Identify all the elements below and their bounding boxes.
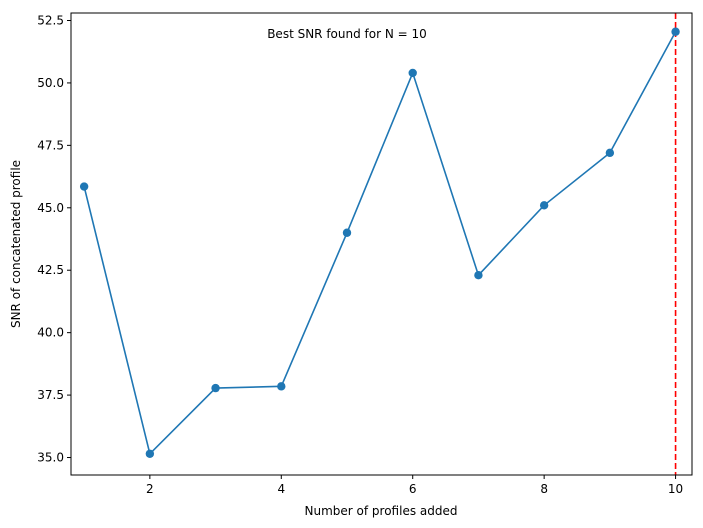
data-point bbox=[211, 383, 220, 393]
annotation-layer: Best SNR found for N = 10 bbox=[267, 27, 427, 41]
data-point bbox=[671, 27, 680, 36]
y-tick-label: 42.5 bbox=[37, 263, 64, 277]
data-point bbox=[342, 228, 352, 237]
best-snr-annotation: Best SNR found for N = 10 bbox=[267, 27, 427, 41]
x-tick-label: 10 bbox=[668, 482, 683, 496]
x-tick-label: 6 bbox=[409, 482, 417, 496]
x-axis-label: Number of profiles added bbox=[305, 504, 458, 518]
y-tick-label: 37.5 bbox=[37, 388, 64, 402]
data-point bbox=[474, 271, 483, 280]
y-tick-label: 40.0 bbox=[37, 326, 64, 340]
x-tick-label: 4 bbox=[277, 482, 285, 496]
y-axis-label: SNR of concatenated profile bbox=[9, 160, 23, 328]
plot-frame bbox=[70, 12, 693, 476]
data-point bbox=[277, 382, 286, 391]
series-layer bbox=[79, 27, 680, 458]
y-tick-label: 50.0 bbox=[37, 76, 64, 90]
x-tick-label: 8 bbox=[540, 482, 548, 496]
data-point bbox=[408, 68, 417, 78]
data-point bbox=[79, 182, 89, 191]
data-point bbox=[605, 148, 615, 158]
y-tick-label: 47.5 bbox=[37, 138, 64, 152]
x-axis: 2 4 6 8 10 bbox=[146, 475, 683, 496]
data-point bbox=[539, 201, 549, 210]
y-tick-label: 45.0 bbox=[37, 201, 64, 215]
y-axis: 35.0 37.5 40.0 42.5 45.0 47.5 50.0 52.5 bbox=[37, 13, 71, 465]
data-point bbox=[145, 449, 155, 458]
series-line bbox=[83, 31, 677, 456]
y-tick-label: 35.0 bbox=[37, 451, 64, 465]
plot-area bbox=[71, 13, 692, 475]
x-tick-label: 2 bbox=[146, 482, 154, 496]
y-tick-label: 52.5 bbox=[37, 13, 64, 27]
